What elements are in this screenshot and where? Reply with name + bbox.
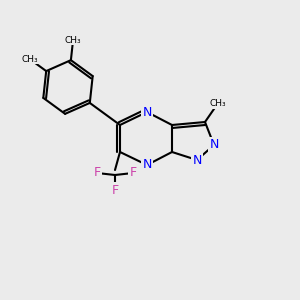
Text: F: F [111,184,118,196]
Text: N: N [192,154,202,166]
Text: N: N [142,158,152,172]
Text: CH₃: CH₃ [209,99,226,108]
Text: CH₃: CH₃ [22,55,38,64]
Text: F: F [93,167,100,179]
Text: N: N [142,106,152,118]
Text: F: F [129,167,137,179]
Text: CH₃: CH₃ [65,36,81,45]
Text: N: N [209,139,219,152]
